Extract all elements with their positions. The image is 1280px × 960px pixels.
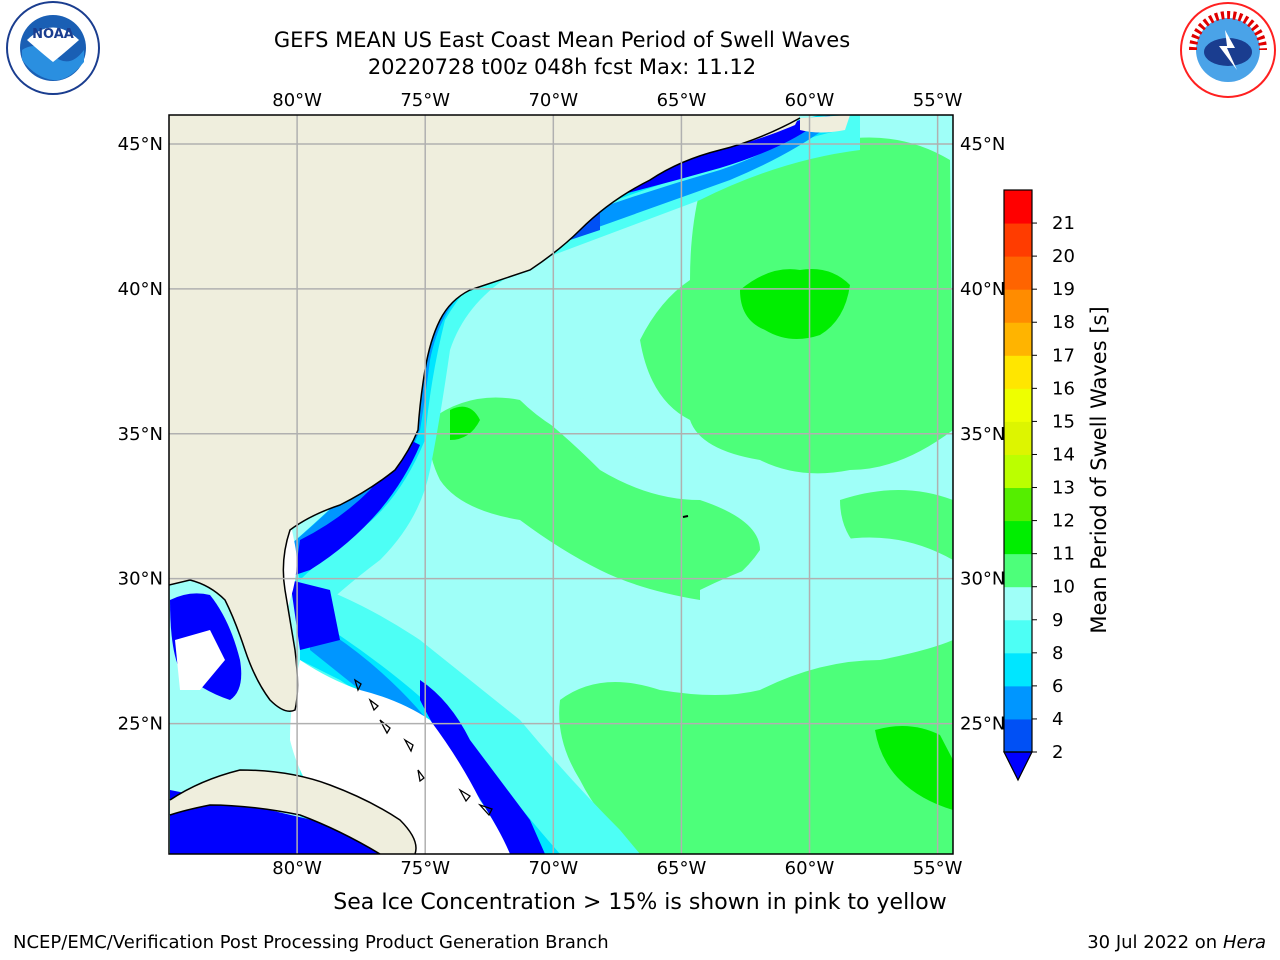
colorbar-segment <box>1004 619 1032 654</box>
colorbar-segment <box>1004 190 1032 224</box>
colorbar-tick-label: 9 <box>1052 610 1063 631</box>
footer-right: 30 Jul 2022 on Hera <box>1087 932 1266 953</box>
lat-label-right: 30°N <box>960 569 1005 590</box>
nws-logo <box>1180 2 1276 98</box>
lat-label-right: 25°N <box>960 714 1005 735</box>
ice-note: Sea Ice Concentration > 15% is shown in … <box>0 890 1280 915</box>
colorbar-segment <box>1004 256 1032 290</box>
lon-label-top: 75°W <box>400 90 450 111</box>
colorbar-tick-label: 21 <box>1052 213 1075 234</box>
map-title: GEFS MEAN US East Coast Mean Period of S… <box>273 28 851 52</box>
lat-label-right: 45°N <box>960 134 1005 155</box>
colorbar-label: Mean Period of Swell Waves [s] <box>1087 306 1111 633</box>
colorbar-segment <box>1004 652 1032 687</box>
colorbar-under-arrow <box>1003 751 1033 782</box>
lon-label-top: 55°W <box>913 90 963 111</box>
colorbar-tick-label: 11 <box>1052 544 1075 565</box>
colorbar-segment <box>1004 685 1032 720</box>
colorbar-tick-label: 15 <box>1052 411 1075 432</box>
colorbar-tick-label: 8 <box>1052 643 1063 664</box>
colorbar-tick-label: 4 <box>1052 709 1063 730</box>
lon-label-bottom: 70°W <box>528 858 578 879</box>
lon-label-bottom: 80°W <box>272 858 322 879</box>
colorbar-tick-label: 20 <box>1052 246 1075 267</box>
noaa-logo: NOAA <box>6 1 100 95</box>
colorbar-segment <box>1004 487 1032 522</box>
lat-label-left: 35°N <box>118 424 163 445</box>
colorbar-segment <box>1004 586 1032 621</box>
lon-label-top: 80°W <box>272 90 322 111</box>
colorbar-segment <box>1004 322 1032 356</box>
colorbar-tick-label: 13 <box>1052 478 1075 499</box>
colorbar-segment <box>1004 553 1032 588</box>
lat-label-right: 35°N <box>960 424 1005 445</box>
noaa-logo-text: NOAA <box>32 27 74 42</box>
footer-date: 30 Jul 2022 on <box>1087 932 1223 953</box>
lat-label-left: 30°N <box>118 569 163 590</box>
lon-label-bottom: 65°W <box>657 858 707 879</box>
footer-host: Hera <box>1222 932 1266 953</box>
colorbar-tick-label: 6 <box>1052 676 1063 697</box>
graticule <box>169 115 953 854</box>
lon-label-top: 70°W <box>528 90 578 111</box>
colorbar-segment <box>1004 388 1032 422</box>
ice-note-text: Sea Ice Concentration > 15% is shown in … <box>333 890 947 915</box>
lat-label-right: 40°N <box>960 279 1005 300</box>
colorbar-segment <box>1004 718 1032 753</box>
colorbar-segment <box>1004 520 1032 555</box>
colorbar-tick-label: 10 <box>1052 577 1075 598</box>
lon-label-bottom: 75°W <box>400 858 450 879</box>
map-field <box>169 115 953 854</box>
colorbar-tick-label: 17 <box>1052 345 1075 366</box>
colorbar-tick-label: 2 <box>1052 742 1063 763</box>
lon-label-bottom: 55°W <box>913 858 963 879</box>
colorbar-segment <box>1004 355 1032 389</box>
lon-label-top: 60°W <box>785 90 835 111</box>
lat-label-left: 45°N <box>118 134 163 155</box>
colorbar-segment <box>1004 289 1032 323</box>
colorbar-tick-label: 18 <box>1052 312 1075 333</box>
lon-label-bottom: 60°W <box>785 858 835 879</box>
map-subtitle: 20220728 t00z 048h fcst Max: 11.12 <box>367 55 757 79</box>
lon-label-top: 65°W <box>657 90 707 111</box>
colorbar-tick-label: 16 <box>1052 378 1075 399</box>
colorbar-tick-label: 14 <box>1052 444 1075 465</box>
colorbar-segment <box>1004 421 1032 455</box>
colorbar-segment <box>1004 454 1032 489</box>
lat-label-left: 40°N <box>118 279 163 300</box>
colorbar-segment <box>1004 223 1032 257</box>
map-frame <box>168 114 954 855</box>
lat-label-left: 25°N <box>118 714 163 735</box>
axis-labels: 80°W 80°W 75°W 75°W 70°W 70°W 65°W 65°W 60°W 60°W… <box>118 90 1006 879</box>
colorbar: 2 4 6 8 9 10 11 12 13 14 15 16 17 18 19 20 21 <box>1003 189 1075 782</box>
colorbar-frame <box>1003 189 1033 753</box>
footer-left: NCEP/EMC/Verification Post Processing Pr… <box>13 932 609 953</box>
colorbar-tick-label: 12 <box>1052 511 1075 532</box>
colorbar-tick-label: 19 <box>1052 279 1075 300</box>
